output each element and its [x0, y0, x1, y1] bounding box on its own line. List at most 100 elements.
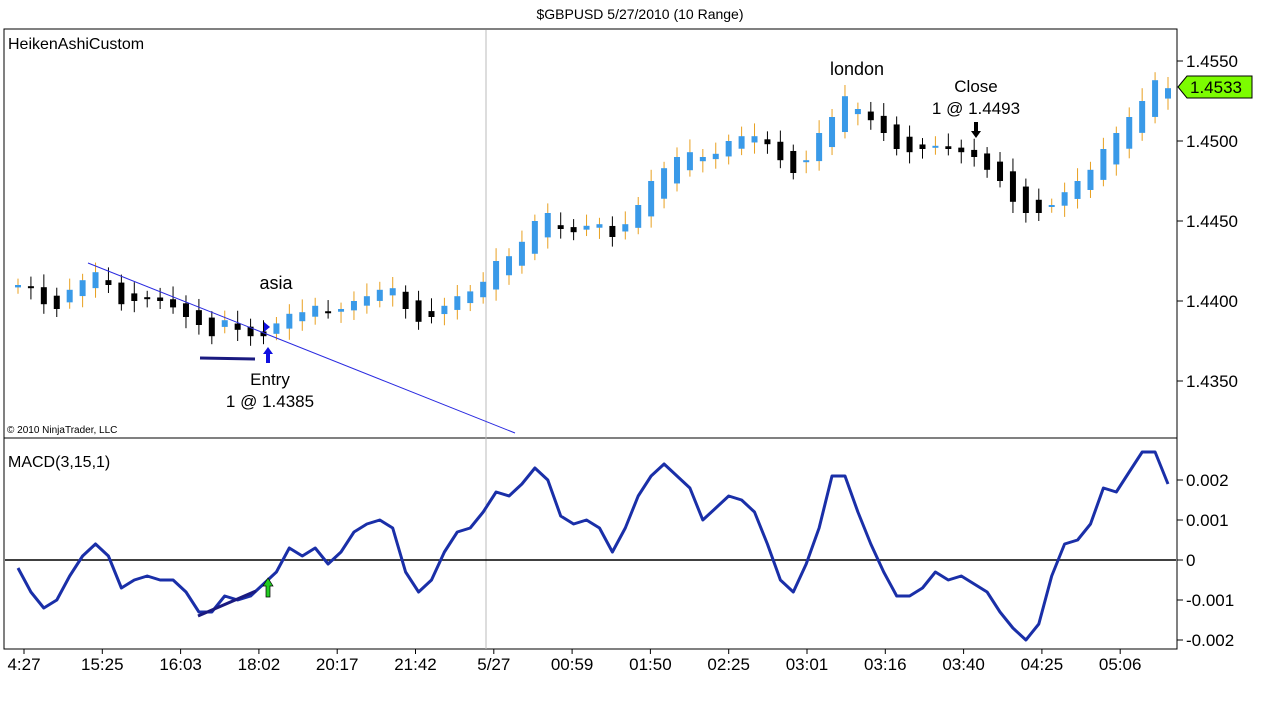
candle-body	[816, 133, 823, 162]
candle	[997, 152, 1004, 188]
candle	[777, 130, 784, 169]
candle-body	[325, 311, 332, 314]
candle	[221, 310, 228, 334]
candle-body	[428, 311, 435, 317]
candle-body	[402, 291, 409, 309]
candle	[738, 126, 745, 156]
macd-up-arrow-icon	[262, 577, 274, 598]
candle-body	[389, 288, 396, 296]
candle	[195, 298, 202, 335]
candle-body	[803, 160, 810, 163]
price-panel[interactable]	[3, 28, 1178, 439]
candle	[415, 290, 422, 330]
candle-body	[583, 225, 590, 230]
candle-body	[971, 149, 978, 157]
candle	[557, 212, 564, 239]
macd-tick-label: -0.001	[1186, 591, 1234, 610]
candle-body	[531, 221, 538, 254]
candle	[1152, 72, 1159, 124]
candle	[53, 287, 60, 317]
time-tick-label: 00:59	[551, 655, 594, 674]
candle-body	[1074, 181, 1081, 199]
candle-body	[622, 224, 629, 232]
candle-body	[1061, 192, 1068, 206]
candle	[493, 248, 500, 301]
candle-body	[518, 241, 525, 266]
candle-body	[932, 145, 939, 148]
candle-body	[738, 136, 745, 149]
candle-body	[92, 272, 99, 289]
candle	[170, 286, 177, 314]
candle	[299, 299, 306, 331]
candle	[919, 138, 926, 159]
time-tick-label: 16:03	[159, 655, 202, 674]
candle	[92, 262, 99, 298]
candle-body	[415, 300, 422, 322]
candle-body	[673, 157, 680, 184]
indicator-label-heikenashi: HeikenAshiCustom	[8, 36, 144, 53]
candle	[570, 219, 577, 241]
candle-body	[208, 317, 215, 337]
candle-body	[131, 293, 138, 301]
macd-axis: 0.002 0.001 0 -0.001 -0.002	[1177, 471, 1234, 650]
time-tick-label: 20:17	[316, 655, 359, 674]
candle-body	[1035, 199, 1042, 213]
macd-tick-label: -0.002	[1186, 631, 1234, 650]
candle	[312, 297, 319, 325]
candle-body	[1087, 169, 1094, 190]
candle-body	[79, 280, 86, 297]
candle-body	[27, 286, 34, 289]
candle-body	[712, 153, 719, 160]
candles	[15, 72, 1171, 346]
candle	[803, 150, 810, 174]
indicator-label-macd: MACD(3,15,1)	[8, 454, 110, 471]
annotation-asia: asia	[259, 273, 293, 293]
candle	[686, 139, 693, 177]
candle-body	[1126, 117, 1133, 149]
candle	[712, 142, 719, 169]
candle	[725, 134, 732, 165]
candle-body	[118, 282, 125, 305]
macd-panel[interactable]	[3, 437, 1178, 650]
candle-body	[854, 109, 861, 115]
candle-body	[686, 152, 693, 171]
candle-body	[312, 305, 319, 317]
candle	[338, 302, 345, 323]
candle-body	[1139, 101, 1146, 133]
candle	[661, 161, 668, 209]
candle-body	[893, 124, 900, 149]
candle-body	[699, 157, 706, 162]
trend-line[interactable]	[87, 262, 516, 434]
price-tick-label: 1.4400	[1186, 292, 1238, 311]
candle	[350, 291, 357, 320]
candle	[751, 123, 758, 154]
close-detail: 1 @ 1.4493	[932, 99, 1020, 118]
support-line[interactable]	[199, 356, 256, 361]
candle-body	[273, 323, 280, 334]
entry-detail: 1 @ 1.4385	[226, 392, 314, 411]
macd-divergence-line[interactable]	[197, 589, 257, 618]
candle	[144, 290, 151, 308]
candle-body	[764, 139, 771, 145]
candle-body	[841, 96, 848, 133]
candle-body	[790, 150, 797, 173]
price-tick-label: 1.4550	[1186, 52, 1238, 71]
exit-arrow-icon	[971, 122, 981, 138]
candle	[1100, 137, 1107, 187]
candle-body	[661, 168, 668, 199]
candle-body	[441, 305, 448, 315]
candle-body	[1165, 88, 1171, 99]
time-tick-label: 21:42	[394, 655, 437, 674]
candle-body	[363, 296, 370, 306]
price-tick-label: 1.4350	[1186, 372, 1238, 391]
candle-body	[376, 289, 383, 301]
candle	[1165, 77, 1171, 110]
candle-body	[157, 297, 164, 301]
candle-body	[570, 227, 577, 233]
candle	[27, 276, 34, 300]
candle-body	[247, 326, 254, 337]
candle	[454, 285, 461, 320]
candle-body	[40, 287, 47, 305]
candle-body	[867, 111, 874, 121]
